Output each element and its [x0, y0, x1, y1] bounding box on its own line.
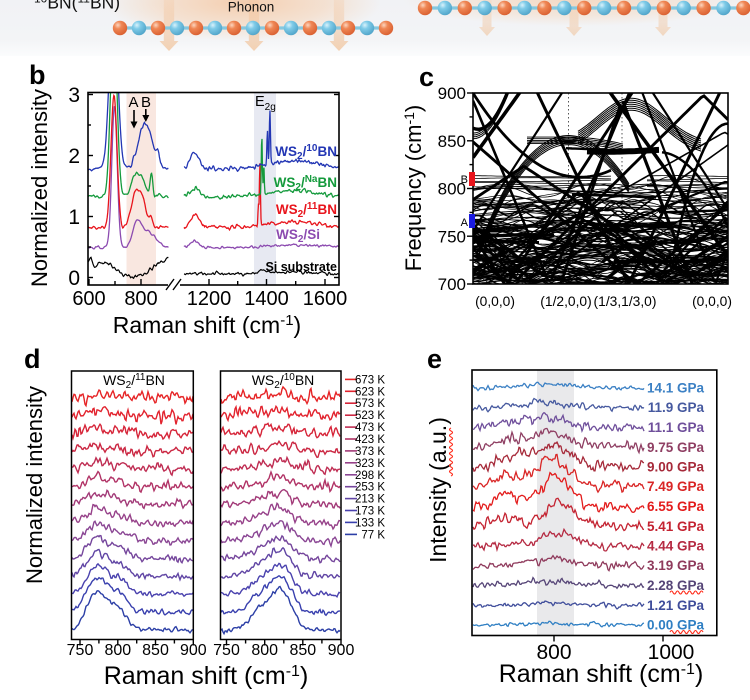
svg-text:133 K: 133 K [355, 517, 385, 529]
svg-text:WS2/Si: WS2/Si [276, 227, 320, 245]
svg-text:750: 750 [213, 642, 240, 659]
svg-text:623 K: 623 K [355, 386, 385, 398]
svg-text:WS2/11BN: WS2/11BN [103, 372, 165, 391]
svg-text:1.21 GPa: 1.21 GPa [647, 598, 705, 613]
svg-text:7.49 GPa: 7.49 GPa [647, 479, 705, 494]
svg-text:11.9 GPa: 11.9 GPa [648, 400, 705, 415]
svg-text:900: 900 [438, 84, 466, 103]
svg-text:800: 800 [536, 641, 571, 664]
svg-text:800: 800 [251, 642, 278, 659]
svg-text:3: 3 [68, 84, 80, 107]
svg-text:573 K: 573 K [355, 398, 385, 410]
svg-text:0: 0 [68, 267, 80, 290]
svg-text:(0,0,0): (0,0,0) [692, 294, 732, 309]
svg-text:A: A [128, 94, 138, 111]
svg-text:B: B [141, 94, 151, 111]
svg-text:850: 850 [438, 132, 466, 151]
svg-text:850: 850 [142, 642, 169, 659]
svg-text:323 K: 323 K [355, 458, 385, 470]
svg-text:9.75 GPa: 9.75 GPa [647, 440, 705, 455]
svg-text:(1/2,0,0): (1/2,0,0) [540, 294, 591, 309]
svg-text:750: 750 [67, 642, 94, 659]
svg-text:b: b [29, 60, 46, 90]
svg-text:c: c [419, 62, 434, 92]
svg-text:298 K: 298 K [355, 470, 385, 482]
svg-text:6.55 GPa: 6.55 GPa [647, 499, 705, 514]
svg-text:Raman shift (cm-1): Raman shift (cm-1) [499, 660, 704, 688]
svg-text:77 K: 77 K [361, 529, 385, 541]
svg-text:700: 700 [438, 275, 466, 294]
svg-text:253 K: 253 K [355, 482, 385, 494]
svg-text:750: 750 [438, 227, 466, 246]
svg-text:0.00 GPa: 0.00 GPa [647, 618, 705, 633]
svg-text:A: A [461, 217, 469, 229]
svg-text:9.00 GPa: 9.00 GPa [647, 460, 705, 475]
svg-text:WS2/NaBN: WS2/NaBN [274, 174, 337, 193]
svg-text:173 K: 173 K [355, 506, 385, 518]
svg-text:373 K: 373 K [355, 446, 385, 458]
svg-text:14.1 GPa: 14.1 GPa [647, 381, 705, 396]
svg-text:1400: 1400 [244, 288, 289, 310]
svg-text:Normalized intensity: Normalized intensity [27, 89, 52, 287]
svg-text:Phonon: Phonon [228, 0, 275, 15]
svg-text:(0,0,0): (0,0,0) [475, 294, 515, 309]
svg-text:e: e [427, 344, 442, 374]
svg-text:900: 900 [328, 642, 355, 659]
svg-text:2.28 GPa: 2.28 GPa [647, 578, 705, 593]
svg-text:800: 800 [124, 288, 157, 310]
svg-text:800: 800 [104, 642, 131, 659]
svg-text:WS2/11BN: WS2/11BN [276, 201, 337, 220]
svg-text:B: B [461, 174, 468, 186]
svg-text:673 K: 673 K [355, 374, 385, 386]
svg-text:10BN(11BN): 10BN(11BN) [34, 0, 120, 13]
svg-text:1: 1 [68, 206, 80, 229]
svg-text:Intensity (a.u.): Intensity (a.u.) [425, 417, 451, 563]
svg-text:423 K: 423 K [355, 434, 385, 446]
svg-text:5.41 GPa: 5.41 GPa [647, 519, 705, 534]
svg-text:1600: 1600 [303, 288, 348, 310]
svg-text:Raman shift (cm-1): Raman shift (cm-1) [113, 312, 301, 338]
svg-text:11.1 GPa: 11.1 GPa [648, 420, 705, 435]
svg-text:800: 800 [438, 180, 466, 199]
svg-text:3.19 GPa: 3.19 GPa [647, 558, 705, 573]
svg-text:473 K: 473 K [355, 422, 385, 434]
svg-text:2: 2 [68, 145, 80, 168]
svg-text:WS2/10BN: WS2/10BN [275, 143, 337, 162]
svg-text:4.44 GPa: 4.44 GPa [647, 539, 705, 554]
svg-text:600: 600 [72, 288, 105, 310]
svg-text:523 K: 523 K [355, 410, 385, 422]
svg-text:(1/3,1/3,0): (1/3,1/3,0) [594, 294, 657, 309]
svg-text:Frequency (cm-1): Frequency (cm-1) [401, 105, 426, 272]
svg-text:Raman shift (cm-1): Raman shift (cm-1) [104, 662, 309, 690]
svg-text:Si substrate: Si substrate [265, 260, 337, 274]
svg-text:d: d [24, 344, 41, 374]
svg-text:WS2/10BN: WS2/10BN [252, 372, 315, 391]
svg-text:213 K: 213 K [355, 494, 385, 506]
svg-text:900: 900 [180, 642, 207, 659]
svg-text:850: 850 [289, 642, 316, 659]
svg-text:1000: 1000 [648, 641, 695, 664]
svg-text:Normalized intensity: Normalized intensity [22, 386, 47, 584]
svg-text:1200: 1200 [187, 288, 232, 310]
